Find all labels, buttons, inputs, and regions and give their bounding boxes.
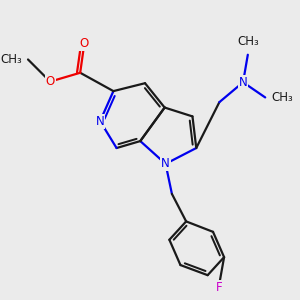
Text: CH₃: CH₃ xyxy=(271,91,293,104)
Text: O: O xyxy=(80,37,89,50)
Text: F: F xyxy=(215,281,222,294)
Text: N: N xyxy=(239,76,248,89)
Text: O: O xyxy=(46,75,55,88)
Text: N: N xyxy=(161,157,170,170)
Text: CH₃: CH₃ xyxy=(1,53,22,66)
Text: N: N xyxy=(96,115,104,128)
Text: CH₃: CH₃ xyxy=(237,35,259,48)
